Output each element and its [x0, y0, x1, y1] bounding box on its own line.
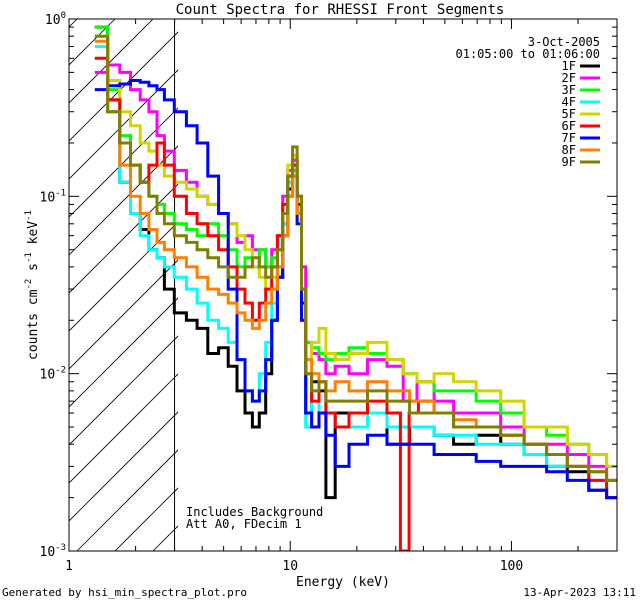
annotation-background: Includes Background	[186, 505, 323, 519]
y-tick-base: 10	[40, 368, 56, 383]
y-tick-base: 10	[40, 545, 56, 560]
y-tick-label: 100	[45, 11, 66, 28]
hatch-line	[69, 19, 116, 66]
y-tick-label: 10-3	[40, 543, 67, 560]
footer-generated-by: Generated by hsi_min_spectra_plot.pro	[2, 586, 247, 599]
y-tick-label: 10-1	[40, 188, 67, 205]
y-axis-label: counts cm-2 s-1 keV-1	[24, 210, 41, 360]
chart-title: Count Spectra for RHESSI Front Segments	[176, 2, 505, 18]
hatch-line	[69, 145, 178, 256]
y-tick-label: 10-2	[40, 366, 67, 383]
annotation-attenuator: Att A0, FDecim 1	[186, 517, 302, 531]
y-label-part: counts cm	[26, 289, 41, 360]
series-9F-line	[94, 34, 617, 482]
y-label-part: s	[26, 263, 41, 279]
legend: 3-Oct-2005 01:05:00 to 01:06:00 1F2F3F4F…	[456, 35, 601, 169]
y-tick-exp: 0	[61, 11, 66, 21]
legend-label-8F: 8F	[562, 143, 576, 157]
y-tick-base: 10	[45, 13, 61, 28]
x-axis-label: Energy (keV)	[296, 575, 390, 590]
series-group	[94, 25, 617, 551]
series-5F-line	[94, 34, 617, 468]
y-label-part: keV	[26, 221, 41, 252]
hatch-line	[69, 31, 178, 142]
y-label-exp: -1	[24, 252, 34, 263]
y-tick-exp: -1	[55, 188, 66, 198]
legend-label-3F: 3F	[562, 83, 576, 97]
legend-label-2F: 2F	[562, 71, 576, 85]
y-tick-exp: -3	[55, 543, 66, 553]
series-8F-line	[94, 39, 617, 482]
series-4F-line	[94, 45, 617, 500]
hatch-line	[69, 19, 154, 104]
hatch-line	[0, 0, 107, 551]
legend-label-5F: 5F	[562, 107, 576, 121]
plot-frame	[68, 18, 618, 552]
x-tick-label: 100	[500, 559, 523, 574]
legend-label-1F: 1F	[562, 59, 576, 73]
legend-time-range: 01:05:00 to 01:06:00	[456, 47, 601, 61]
legend-label-4F: 4F	[562, 95, 576, 109]
hatch-line	[69, 411, 178, 522]
excluded-region-hatch	[0, 0, 640, 551]
hatch-line	[69, 373, 178, 484]
hatch-line	[69, 297, 178, 408]
x-tick-labels: 1 10 100	[65, 559, 523, 574]
legend-label-9F: 9F	[562, 155, 576, 169]
hatch-line	[69, 107, 178, 218]
y-tick-exp: -2	[55, 366, 66, 376]
legend-date: 3-Oct-2005	[528, 35, 600, 49]
hatch-line	[229, 0, 640, 551]
hatch-line	[69, 221, 178, 332]
hatch-line	[69, 183, 178, 294]
hatch-line	[267, 0, 640, 551]
footer-timestamp: 13-Apr-2023 13:11	[523, 586, 636, 599]
x-tick-label: 10	[282, 559, 298, 574]
x-tick-label: 1	[65, 559, 73, 574]
axis-ticks	[68, 18, 618, 552]
y-label-exp: -1	[24, 210, 34, 221]
legend-label-7F: 7F	[562, 131, 576, 145]
y-tick-base: 10	[40, 190, 56, 205]
hatch-line	[76, 449, 178, 551]
y-label-exp: -2	[24, 279, 34, 290]
legend-label-6F: 6F	[562, 119, 576, 133]
